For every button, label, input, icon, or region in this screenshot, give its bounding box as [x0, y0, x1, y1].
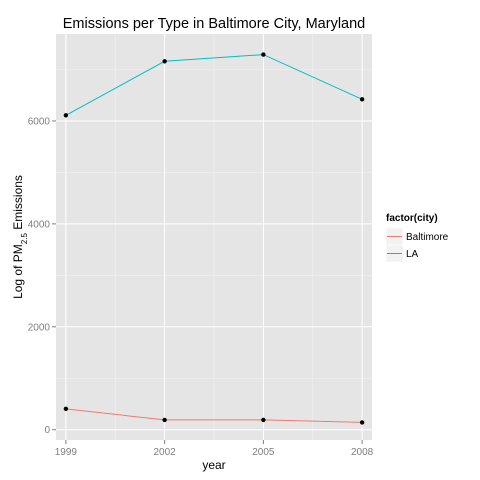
x-tick-label: 2002 [154, 447, 177, 458]
axis-ticks [52, 120, 363, 444]
x-tick-label: 2008 [351, 447, 374, 458]
major-gridlines [56, 34, 372, 440]
series-line-la [65, 54, 363, 116]
series-lines [65, 54, 363, 423]
legend-title: factor(city) [386, 213, 438, 224]
legend-items: Baltimore LA [385, 227, 449, 263]
x-tick-label: 1999 [55, 447, 78, 458]
data-point-baltimore [261, 417, 266, 423]
data-point-la [63, 113, 69, 118]
y-tick-label: 0 [44, 425, 50, 436]
y-tick-label: 2000 [28, 322, 51, 333]
data-point-baltimore [162, 417, 167, 423]
data-point-la [261, 52, 266, 57]
y-axis-title: Log of PM2.5 Emissions [11, 175, 29, 299]
legend: factor(city) Baltimore LA [385, 213, 449, 263]
y-tick-label: 4000 [28, 219, 51, 230]
legend-label: LA [406, 249, 419, 260]
data-point-la [359, 97, 365, 102]
y-axis-title-subscript: 2.5 [20, 233, 29, 245]
y-tick-labels: 0 2000 4000 6000 [28, 116, 51, 436]
y-tick-label: 6000 [28, 116, 51, 127]
data-point-la [162, 59, 167, 64]
data-points [63, 52, 365, 425]
data-point-baltimore [63, 406, 69, 412]
x-tick-labels: 1999 2002 2005 2008 [55, 447, 374, 458]
x-tick-label: 2005 [252, 447, 275, 458]
legend-label: Baltimore [406, 232, 449, 243]
series-line-baltimore [65, 408, 363, 423]
data-point-baltimore [359, 420, 365, 425]
y-axis-title-prefix: Log of PM [11, 244, 25, 299]
minor-gridlines [56, 34, 372, 440]
y-axis-title-suffix: Emissions [11, 175, 25, 233]
x-axis-title: year [202, 458, 225, 472]
chart-title: Emissions per Type in Baltimore City, Ma… [63, 16, 365, 32]
